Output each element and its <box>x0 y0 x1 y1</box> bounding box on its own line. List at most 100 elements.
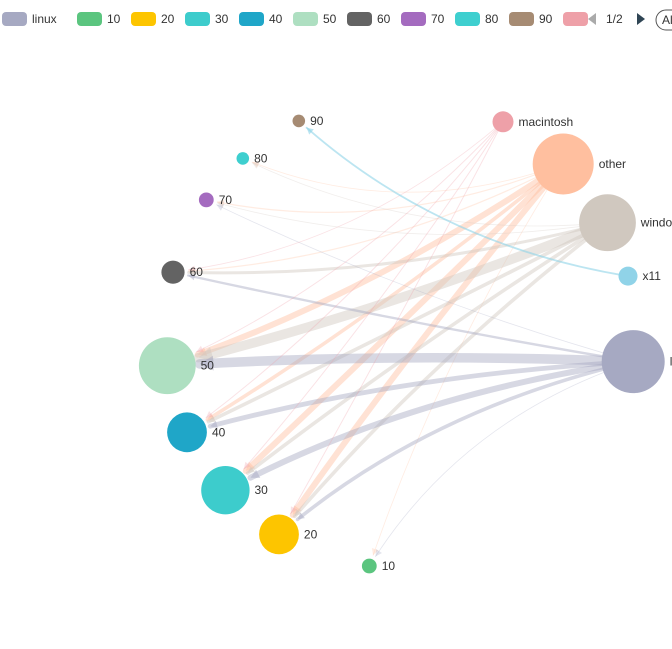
legend-swatch <box>239 12 264 26</box>
node-x11[interactable] <box>618 266 638 286</box>
link-arrow <box>196 345 204 353</box>
legend-label: 20 <box>161 12 175 26</box>
legend-item[interactable]: linux <box>2 12 57 26</box>
node-other[interactable] <box>532 133 594 195</box>
all-button-label: Al <box>662 13 672 27</box>
link-windows-70[interactable] <box>216 202 608 235</box>
legend-label: 40 <box>269 12 283 26</box>
link-macintosh-40[interactable] <box>205 121 504 419</box>
link-linux-20[interactable] <box>295 359 635 522</box>
link-arrow <box>247 466 255 474</box>
legend-item[interactable]: 50 <box>293 12 337 26</box>
link-linux-30[interactable] <box>247 358 637 481</box>
legend-swatch <box>347 12 372 26</box>
legend-label: linux <box>32 12 57 26</box>
link-arrow <box>292 505 302 515</box>
link-macintosh-20[interactable] <box>290 121 504 515</box>
node-label: 20 <box>304 527 318 541</box>
link-arrow <box>371 548 379 556</box>
all-button-frame <box>655 9 672 31</box>
node-70[interactable] <box>198 192 214 208</box>
link-windows-50[interactable] <box>193 217 613 363</box>
link-arrow <box>294 509 302 517</box>
link-arrow <box>199 355 214 371</box>
node-30[interactable] <box>201 466 250 515</box>
link-other-30[interactable] <box>242 161 567 474</box>
link-windows-60[interactable] <box>187 221 609 275</box>
link-arrow <box>207 413 215 420</box>
node-label: x11 <box>643 269 662 283</box>
node-windows[interactable] <box>579 194 636 252</box>
link-arrow <box>306 127 314 135</box>
link-linux-50[interactable] <box>194 352 638 369</box>
link-macintosh-60[interactable] <box>188 121 504 271</box>
link-arrow <box>206 411 214 418</box>
link-windows-80[interactable] <box>251 162 608 227</box>
legend-item[interactable]: 80 <box>455 12 499 26</box>
node-90[interactable] <box>292 114 306 128</box>
legend-item[interactable]: 30 <box>185 12 229 26</box>
node-label: 40 <box>212 425 226 439</box>
links-layer <box>187 121 638 557</box>
link-linux-10[interactable] <box>375 361 634 557</box>
legend-pager: 1/2 Al <box>588 9 672 31</box>
link-macintosh-50[interactable] <box>196 121 504 353</box>
link-arrow <box>290 506 297 514</box>
legend-item[interactable]: 60 <box>347 12 391 26</box>
link-linux-70[interactable] <box>216 204 634 362</box>
legend-item[interactable]: 20 <box>131 12 175 26</box>
legend-prev-icon[interactable] <box>588 13 596 25</box>
link-arrow <box>188 267 196 275</box>
link-arrow <box>217 201 225 208</box>
link-other-10[interactable] <box>372 163 564 556</box>
link-arrow <box>250 469 261 478</box>
legend-item[interactable] <box>563 12 588 26</box>
link-arrow <box>217 199 225 207</box>
legend-all-button[interactable]: Al <box>655 9 672 31</box>
legend-swatch <box>509 12 534 26</box>
node-60[interactable] <box>161 260 185 284</box>
legend-label: 90 <box>539 12 553 26</box>
legend-next-icon[interactable] <box>637 13 645 25</box>
legend-item[interactable]: 90 <box>509 12 553 26</box>
node-label: linux <box>670 355 672 369</box>
link-arrow <box>188 273 196 281</box>
link-arrow <box>375 549 382 557</box>
node-50[interactable] <box>138 337 196 395</box>
link-arrow <box>252 162 260 169</box>
link-other-80[interactable] <box>251 161 564 193</box>
link-arrow <box>245 461 256 471</box>
legend-item[interactable]: 10 <box>77 12 121 26</box>
legend-item[interactable]: 40 <box>239 12 283 26</box>
link-x11-90[interactable] <box>305 126 629 277</box>
legend-label: 50 <box>323 12 337 26</box>
node-label: 90 <box>310 114 324 128</box>
link-windows-30[interactable] <box>245 220 610 475</box>
labels-layer: 90 80 70 60 50 40 30 20 10 macintosh other windows x… <box>190 114 672 573</box>
node-40[interactable] <box>167 412 207 453</box>
legend-item[interactable]: 70 <box>401 12 445 26</box>
link-other-40[interactable] <box>205 162 565 422</box>
link-windows-40[interactable] <box>206 220 610 424</box>
legend-swatch <box>185 12 210 26</box>
link-other-50[interactable] <box>194 161 567 358</box>
node-80[interactable] <box>236 152 250 165</box>
link-other-20[interactable] <box>289 161 567 518</box>
node-label: macintosh <box>519 115 574 129</box>
node-10[interactable] <box>361 558 377 574</box>
link-linux-60[interactable] <box>187 274 635 363</box>
nodes-layer <box>138 111 665 574</box>
node-linux[interactable] <box>601 330 665 394</box>
legend-swatch <box>77 12 102 26</box>
link-other-60[interactable] <box>187 163 564 272</box>
node-20[interactable] <box>259 514 299 555</box>
link-linux-40[interactable] <box>207 359 636 429</box>
node-label: 30 <box>255 483 269 497</box>
link-arrow <box>216 204 224 211</box>
legend-label: 60 <box>377 12 391 26</box>
link-other-70[interactable] <box>216 163 564 213</box>
node-label: windows <box>640 216 672 230</box>
link-macintosh-30[interactable] <box>243 121 504 470</box>
legend-label: 80 <box>485 12 499 26</box>
node-macintosh[interactable] <box>492 111 514 133</box>
